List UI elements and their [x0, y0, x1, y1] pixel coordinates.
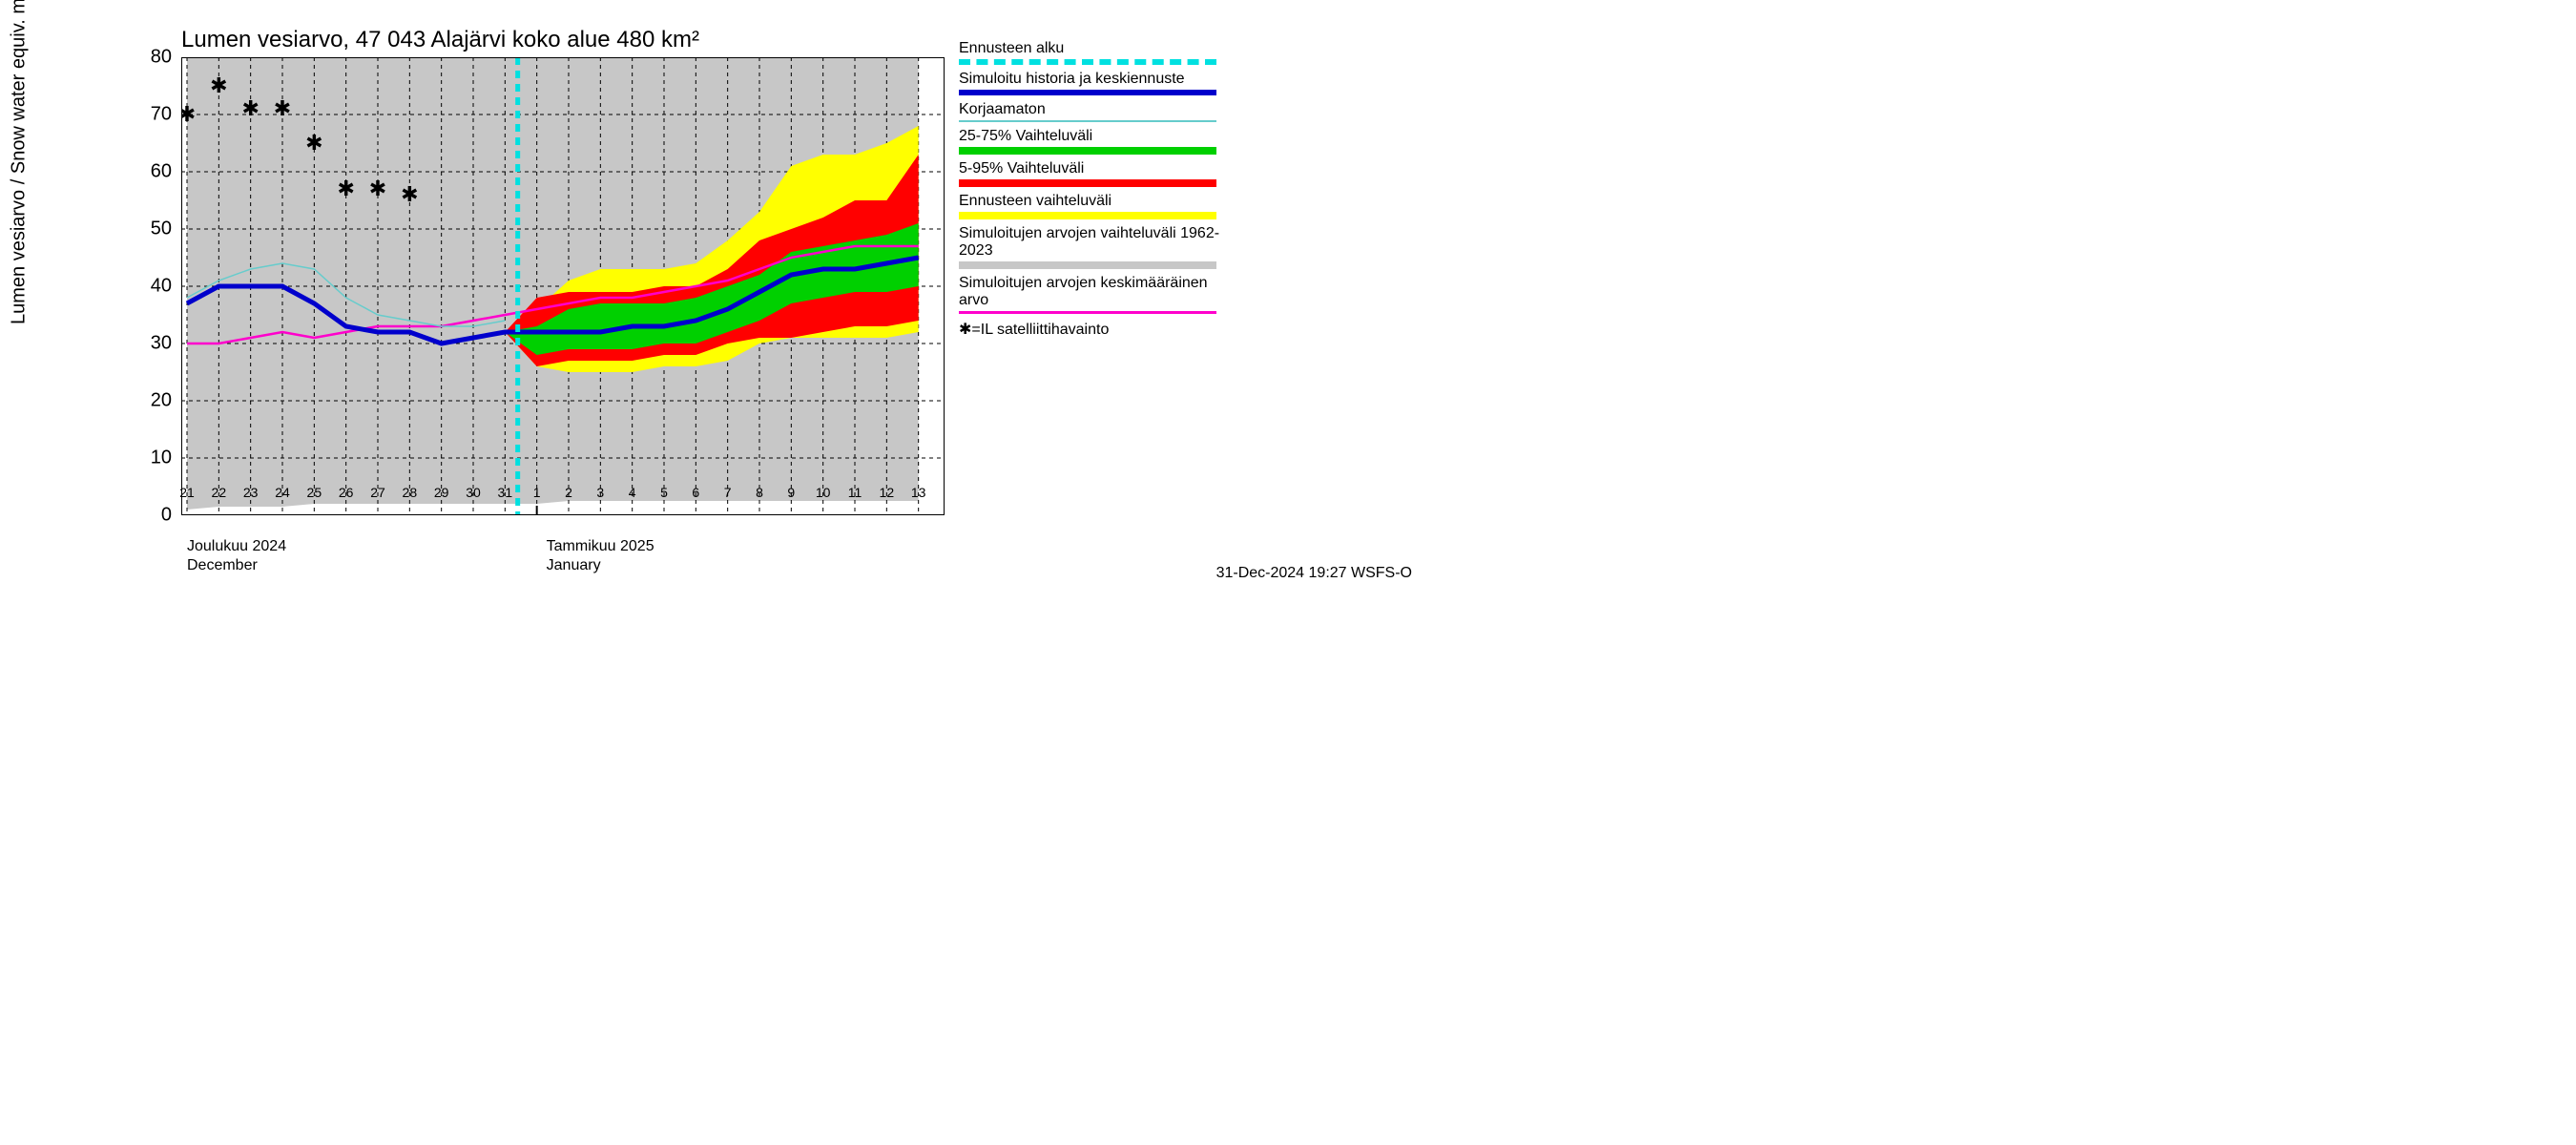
legend-item: 5-95% Vaihteluväli	[959, 160, 1226, 187]
y-tick-label: 40	[134, 276, 172, 298]
x-tick-label: 30	[466, 485, 481, 500]
satellite-marker: ✱	[210, 73, 227, 97]
chart-title: Lumen vesiarvo, 47 043 Alajärvi koko alu…	[181, 27, 699, 53]
y-axis-label: Lumen vesiarvo / Snow water equiv. mm	[9, 0, 31, 324]
legend-item: ✱=IL satelliittihavainto	[959, 320, 1226, 339]
y-tick-label: 50	[134, 219, 172, 240]
legend-swatch	[959, 261, 1216, 269]
x-tick-label: 2	[565, 485, 572, 500]
y-tick-label: 70	[134, 104, 172, 126]
x-tick-label: 11	[848, 485, 862, 500]
legend-swatch	[959, 59, 1216, 65]
plot-area: ✱ ✱ ✱ ✱ ✱ ✱ ✱ ✱	[181, 57, 945, 515]
legend-item: Korjaamaton	[959, 101, 1226, 122]
x-month-label-en: December	[187, 557, 258, 574]
x-tick-label: 5	[660, 485, 668, 500]
x-tick-label: 22	[212, 485, 227, 500]
legend-label: ✱=IL satelliittihavainto	[959, 320, 1226, 339]
x-tick-label: 23	[243, 485, 259, 500]
x-tick-label: 31	[498, 485, 513, 500]
x-tick-label: 21	[179, 485, 195, 500]
x-tick-label: 26	[339, 485, 354, 500]
x-tick-label: 10	[816, 485, 831, 500]
legend-swatch	[959, 179, 1216, 187]
x-tick-label: 3	[596, 485, 604, 500]
x-tick-label: 1	[533, 485, 541, 500]
legend-label: Simuloitujen arvojen keskimääräinen arvo	[959, 275, 1226, 309]
x-tick-label: 6	[692, 485, 699, 500]
plot-svg: ✱ ✱ ✱ ✱ ✱ ✱ ✱ ✱	[181, 57, 945, 515]
x-tick-label: 12	[880, 485, 895, 500]
legend-label: Ennusteen alku	[959, 40, 1226, 57]
chart-container: Lumen vesiarvo, 47 043 Alajärvi koko alu…	[19, 19, 1422, 611]
satellite-marker: ✱	[305, 131, 322, 155]
legend-label: Simuloitujen arvojen vaihteluväli 1962-2…	[959, 225, 1226, 260]
satellite-marker: ✱	[241, 96, 259, 120]
legend: Ennusteen alku Simuloitu historia ja kesk…	[959, 40, 1226, 341]
legend-item: Simuloitujen arvojen keskimääräinen arvo	[959, 275, 1226, 314]
legend-swatch	[959, 212, 1216, 219]
y-tick-label: 30	[134, 333, 172, 355]
legend-label: 5-95% Vaihteluväli	[959, 160, 1226, 177]
x-tick-label: 25	[307, 485, 322, 500]
x-tick-label: 28	[403, 485, 418, 500]
satellite-marker: ✱	[337, 177, 354, 200]
x-tick-label: 9	[787, 485, 795, 500]
legend-item: Simuloitu historia ja keskiennuste	[959, 71, 1226, 95]
x-month-label-fi: Tammikuu 2025	[547, 538, 654, 555]
y-tick-label: 10	[134, 448, 172, 469]
y-tick-label: 60	[134, 161, 172, 183]
legend-label: 25-75% Vaihteluväli	[959, 128, 1226, 145]
footer-timestamp: 31-Dec-2024 19:27 WSFS-O	[1216, 565, 1412, 582]
x-month-label-en: January	[547, 557, 601, 574]
legend-label: Korjaamaton	[959, 101, 1226, 118]
x-tick-label: 24	[275, 485, 290, 500]
satellite-marker: ✱	[181, 102, 196, 126]
legend-item: Simuloitujen arvojen vaihteluväli 1962-2…	[959, 225, 1226, 269]
x-tick-label: 4	[629, 485, 636, 500]
legend-label: Ennusteen vaihteluväli	[959, 193, 1226, 210]
y-tick-label: 0	[134, 505, 172, 527]
legend-item: Ennusteen vaihteluväli	[959, 193, 1226, 219]
legend-item: Ennusteen alku	[959, 40, 1226, 65]
x-tick-label: 7	[724, 485, 732, 500]
x-month-label-fi: Joulukuu 2024	[187, 538, 286, 555]
x-tick-label: 8	[756, 485, 763, 500]
x-tick-label: 27	[370, 485, 385, 500]
legend-swatch	[959, 147, 1216, 155]
satellite-marker: ✱	[401, 182, 418, 206]
y-tick-label: 20	[134, 390, 172, 412]
legend-swatch	[959, 90, 1216, 95]
y-tick-label: 80	[134, 47, 172, 69]
satellite-marker: ✱	[274, 96, 291, 120]
satellite-marker: ✱	[369, 177, 386, 200]
legend-item: 25-75% Vaihteluväli	[959, 128, 1226, 155]
legend-swatch	[959, 120, 1216, 122]
legend-label: Simuloitu historia ja keskiennuste	[959, 71, 1226, 88]
x-tick-label: 29	[434, 485, 449, 500]
legend-swatch	[959, 311, 1216, 314]
x-tick-label: 13	[911, 485, 926, 500]
